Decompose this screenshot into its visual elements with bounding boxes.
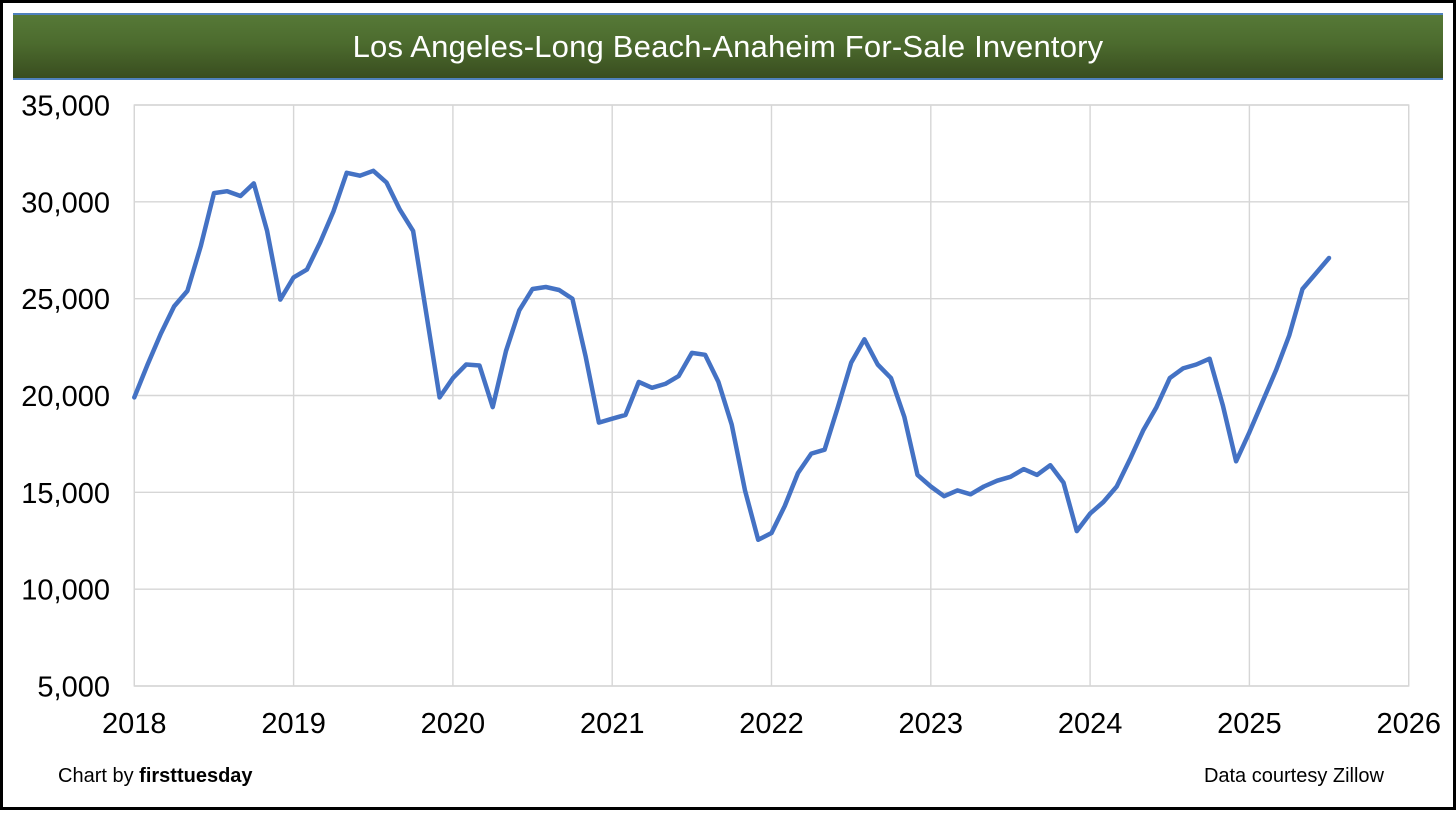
- x-axis-label: 2019: [261, 708, 326, 740]
- y-axis-label: 10,000: [21, 575, 110, 607]
- x-axis-label: 2024: [1058, 708, 1123, 740]
- x-axis-label: 2021: [580, 708, 645, 740]
- data-source: Data courtesy Zillow: [1203, 765, 1384, 787]
- inventory-line: [132, 168, 1332, 543]
- y-axis-label: 5,000: [37, 671, 110, 703]
- footer-credit-prefix: Chart by: [58, 765, 140, 787]
- x-axis-label: 2023: [899, 708, 964, 740]
- chart-canvas: 5,000 10,000 15,000 20,000 25,000 30,000 35,00…: [21, 90, 1441, 740]
- x-axis-label: 2020: [421, 708, 486, 740]
- y-axis-label: 35,000: [21, 90, 110, 122]
- title-bar: Los Angeles-Long Beach-Anaheim For-Sale …: [13, 13, 1443, 80]
- x-axis-label: 2026: [1376, 708, 1441, 740]
- x-axis-label: 2018: [102, 708, 167, 740]
- y-axis-label: 25,000: [21, 284, 110, 316]
- x-axis-label: 2022: [739, 708, 804, 740]
- brand-name: firsttuesday: [139, 765, 253, 787]
- footer-credit: Chart by firsttuesday: [58, 765, 253, 788]
- chart-title: Los Angeles-Long Beach-Anaheim For-Sale …: [352, 28, 1104, 64]
- y-axis-label: 30,000: [21, 187, 110, 219]
- x-axis-label: 2025: [1217, 708, 1282, 740]
- y-axis-label: 15,000: [21, 478, 110, 510]
- y-axis-label: 20,000: [21, 381, 110, 413]
